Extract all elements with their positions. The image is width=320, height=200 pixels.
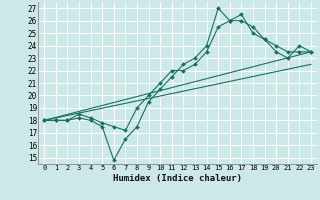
- X-axis label: Humidex (Indice chaleur): Humidex (Indice chaleur): [113, 174, 242, 183]
